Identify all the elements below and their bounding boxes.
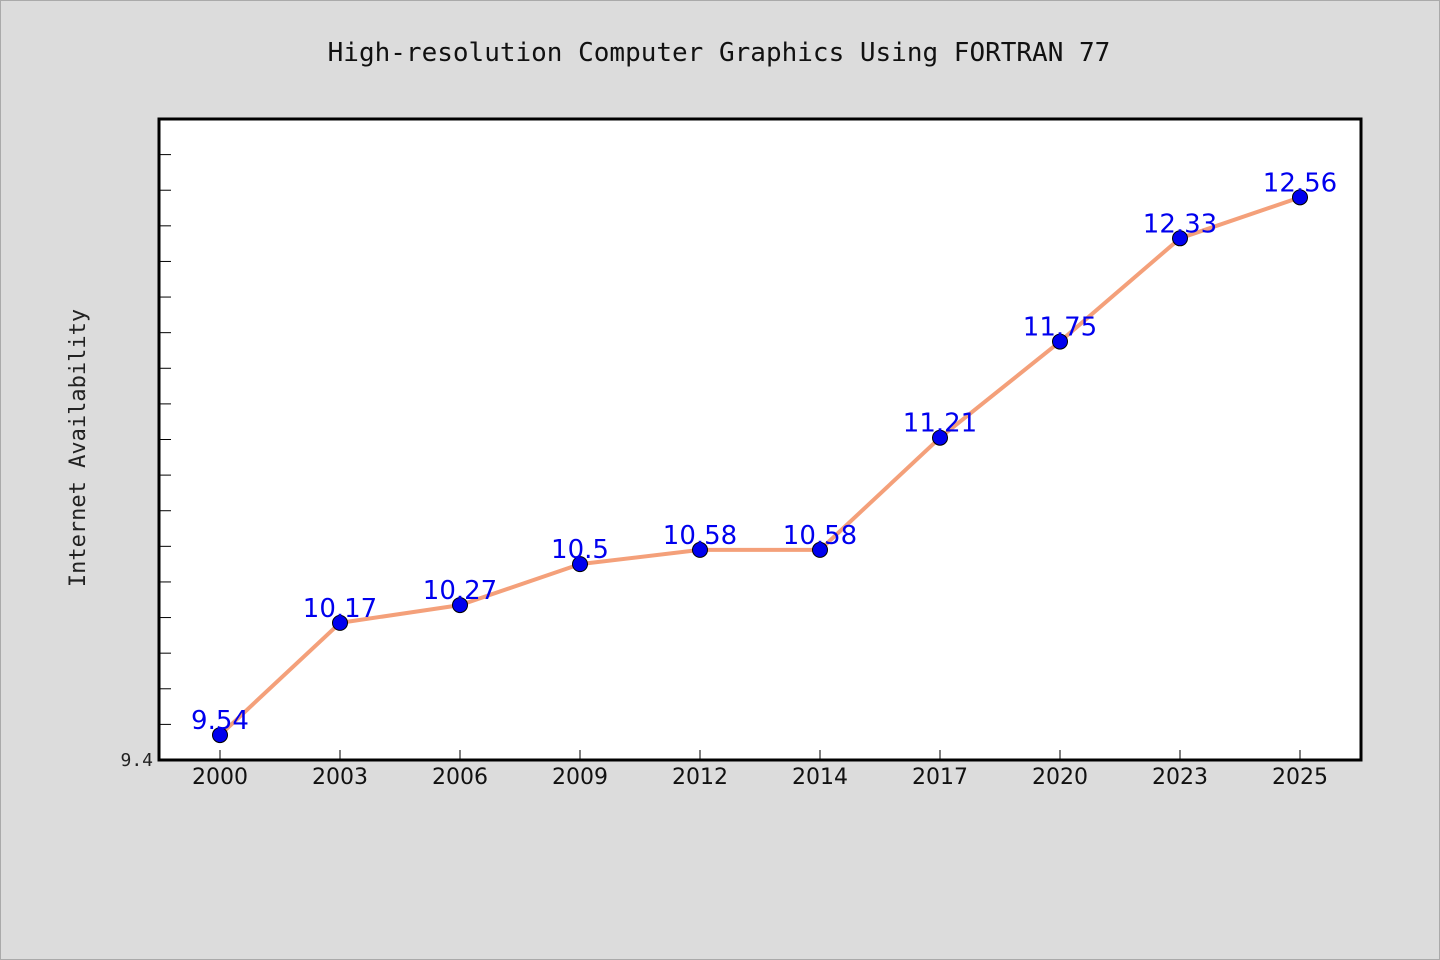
y-axis-label: Internet Availability [66,309,91,587]
x-tick-labels: 2000 2003 2006 2009 2012 2014 2017 2020 2023 2025 [192,750,1328,790]
data-label: 9.54 [191,706,249,736]
x-tick-label: 2000 [192,765,248,790]
data-label: 12.56 [1263,168,1337,198]
x-tick-label: 2003 [312,765,368,790]
data-point [572,556,588,573]
chart-title: High-resolution Computer Graphics Using … [328,38,1111,68]
x-tick-label: 2014 [792,765,848,790]
data-point [1172,230,1188,247]
data-label: 10.58 [663,521,737,551]
data-label: 11.21 [903,409,977,439]
x-tick-label: 2006 [432,765,488,790]
x-tick-label: 2025 [1272,765,1328,790]
x-tick-label: 2017 [912,765,968,790]
data-markers [212,189,1308,744]
data-point [812,541,828,558]
x-tick-label: 2012 [672,765,728,790]
x-tick-label: 2020 [1032,765,1088,790]
data-label: 11.75 [1023,313,1097,343]
data-point [1052,333,1068,350]
series-line [218,195,1301,737]
data-point [452,597,468,614]
x-tick-label: 2009 [552,765,608,790]
data-point [1292,189,1308,206]
y-tick-label: 9.4 [120,750,153,771]
data-label: 10.27 [423,576,497,606]
data-label: 10.5 [551,535,609,565]
y-tick-labels: 9.4 [120,750,153,771]
data-label: 12.33 [1143,209,1217,239]
data-point [932,429,948,446]
data-label: 10.58 [783,521,857,551]
y-minor-ticks [159,154,171,725]
plot-area [157,117,1363,762]
data-point [692,541,708,558]
data-labels: 9.54 10.17 10.27 10.5 10.58 10.58 11.21 11.75 12… [191,168,1337,736]
data-point [332,614,348,631]
data-point [212,727,228,744]
x-tick-label: 2023 [1152,765,1208,790]
data-label: 10.17 [303,594,377,624]
